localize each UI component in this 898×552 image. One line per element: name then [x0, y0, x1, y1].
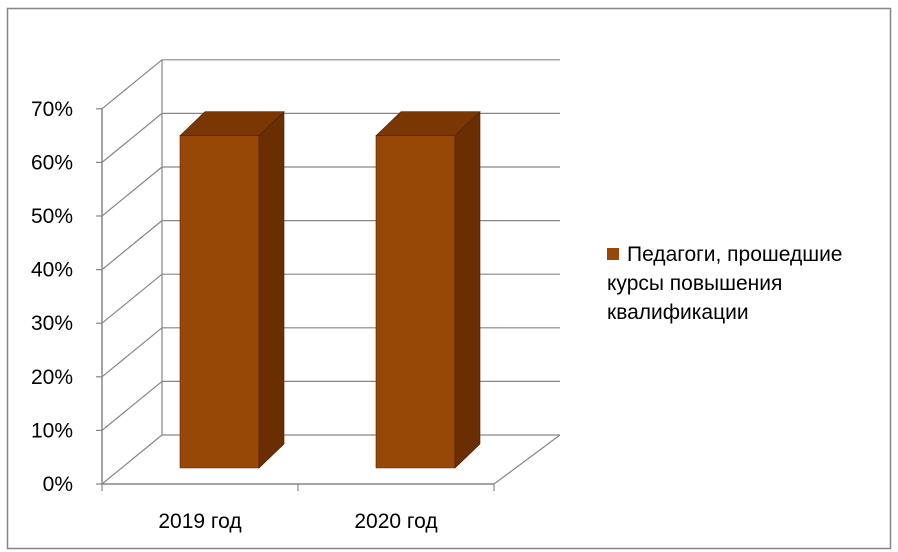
bar-top — [375, 111, 481, 136]
gridline-side — [101, 327, 163, 378]
gridline-side — [101, 59, 163, 110]
y-tick-label: 60% — [31, 151, 73, 174]
floor-right-edge — [493, 434, 561, 485]
bars — [179, 110, 481, 469]
gridline-side — [101, 434, 163, 485]
gridline-side — [101, 220, 163, 271]
y-tick-label: 0% — [43, 473, 73, 496]
gridline-side — [101, 112, 163, 163]
gridline-side — [101, 166, 163, 217]
legend: Педагоги, прошедшие курсы повышения квал… — [607, 240, 892, 327]
y-tick-label: 70% — [31, 98, 73, 121]
bar-side — [454, 110, 481, 469]
gridline-side — [101, 273, 163, 324]
legend-label: Педагоги, прошедшие курсы повышения квал… — [607, 243, 843, 324]
y-tick-label: 20% — [31, 366, 73, 389]
y-tick-label: 50% — [31, 205, 73, 228]
x-axis-ticks — [101, 484, 495, 491]
gridline-side — [101, 380, 163, 431]
y-tick-label: 10% — [31, 419, 73, 442]
bar-front — [375, 135, 456, 469]
x-tick-label: 2020 год — [354, 510, 437, 533]
bar-front — [179, 135, 260, 469]
y-tick-label: 30% — [31, 312, 73, 335]
legend-swatch — [607, 248, 619, 260]
y-axis-ticks: 0% 10% 20% 30% 40% 50% 60% 70% — [31, 98, 102, 496]
x-axis-labels: 2019 год 2020 год — [158, 510, 437, 533]
y-tick-label: 40% — [31, 259, 73, 282]
bar-top — [179, 111, 285, 136]
bar-side — [258, 110, 285, 469]
x-tick-label: 2019 год — [158, 510, 241, 533]
